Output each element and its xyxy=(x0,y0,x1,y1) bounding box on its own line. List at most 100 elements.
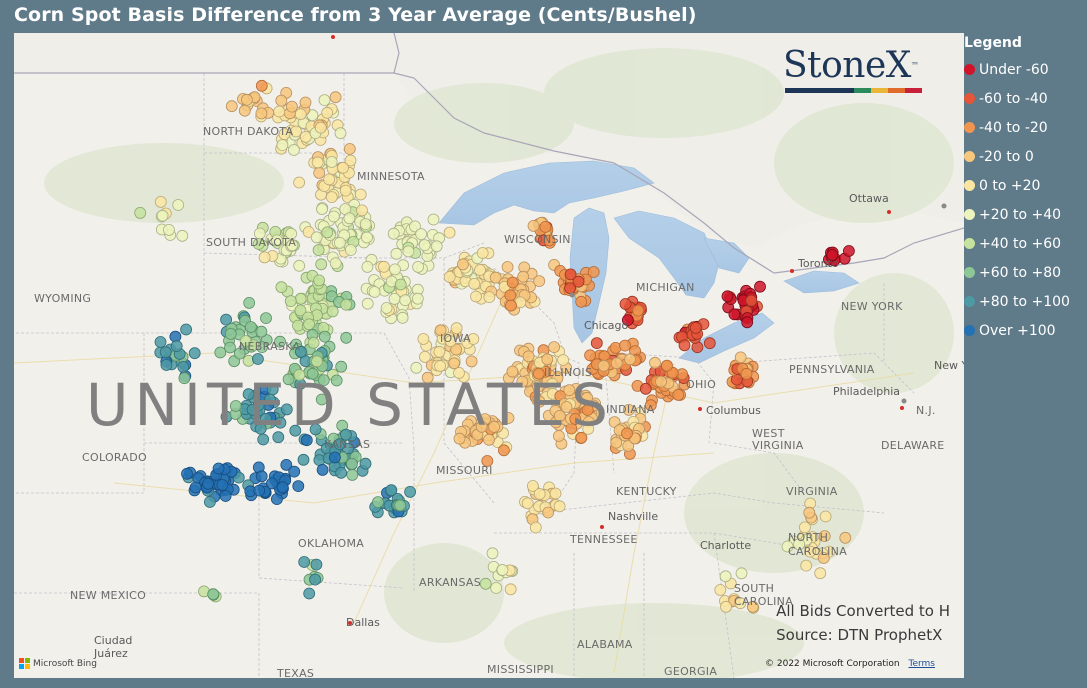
bid-point xyxy=(180,323,193,336)
legend-item[interactable]: 0 to +20 xyxy=(964,171,1087,200)
bid-point xyxy=(433,345,446,358)
state-label: OKLAHOMA xyxy=(298,537,365,550)
bid-point xyxy=(412,260,425,273)
state-label: WYOMING xyxy=(34,292,92,305)
bid-point xyxy=(483,433,495,446)
bid-point xyxy=(329,257,342,270)
state-label: N.J. xyxy=(916,404,936,417)
legend-item[interactable]: -40 to -20 xyxy=(964,113,1087,142)
bid-point xyxy=(734,597,747,610)
legend-items: Under -60 -60 to -40 -40 to -20 -20 to 0 0 t… xyxy=(964,55,1087,345)
legend-item[interactable]: -20 to 0 xyxy=(964,142,1087,171)
bid-point xyxy=(734,351,747,364)
microsoft-logo-icon xyxy=(19,658,30,669)
map-canvas[interactable] xyxy=(14,33,964,678)
bid-point xyxy=(178,372,191,385)
bid-point xyxy=(622,314,634,327)
bid-point xyxy=(326,305,339,318)
bid-point xyxy=(345,457,358,470)
bid-point xyxy=(162,223,175,236)
legend: Legend Under -60 -60 to -40 -40 to -20 -20 … xyxy=(964,35,1087,345)
bid-point xyxy=(294,292,307,305)
bid-point xyxy=(719,570,732,583)
bid-point xyxy=(489,271,502,284)
bid-point xyxy=(282,373,295,386)
bid-point xyxy=(421,371,434,384)
bid-point xyxy=(361,260,374,273)
bing-attribution: Microsoft Bing xyxy=(19,658,97,669)
legend-title: Legend xyxy=(964,35,1022,51)
legend-item[interactable]: Over +100 xyxy=(964,316,1087,345)
bid-point xyxy=(533,488,546,500)
bid-point xyxy=(289,424,302,437)
city-label: Chicago xyxy=(584,319,629,332)
bid-point xyxy=(253,484,266,497)
bid-point xyxy=(220,313,233,326)
legend-item[interactable]: -60 to -40 xyxy=(964,84,1087,113)
bid-point xyxy=(818,530,831,543)
legend-item[interactable]: +40 to +60 xyxy=(964,229,1087,258)
state-label: MISSOURI xyxy=(436,464,493,477)
bid-point xyxy=(521,497,534,510)
bid-point xyxy=(504,289,517,302)
legend-item[interactable]: +20 to +40 xyxy=(964,200,1087,229)
state-label: NEW MEXICO xyxy=(70,589,147,602)
bid-point xyxy=(293,369,306,381)
bid-point xyxy=(252,238,265,250)
bid-point xyxy=(388,292,401,305)
map[interactable]: UNITED STATES NORTH DAKOTA SOUTH DAKOTA … xyxy=(14,33,964,678)
bid-point xyxy=(303,318,316,331)
bid-point xyxy=(387,227,400,240)
bid-point xyxy=(826,248,839,261)
bid-point xyxy=(597,359,610,372)
legend-label: +40 to +60 xyxy=(979,235,1062,252)
bid-point xyxy=(740,367,753,380)
bid-point xyxy=(275,281,288,294)
bid-point xyxy=(276,481,289,494)
bid-point xyxy=(316,463,329,476)
bid-point xyxy=(411,292,424,305)
bid-point xyxy=(203,496,216,508)
bid-point xyxy=(496,564,509,576)
bid-point xyxy=(255,107,268,120)
lake-superior xyxy=(438,160,655,226)
bid-point xyxy=(522,350,535,363)
legend-item[interactable]: Under -60 xyxy=(964,55,1087,84)
bid-point xyxy=(273,105,286,118)
bid-point xyxy=(399,294,412,307)
legend-swatch-icon xyxy=(964,238,975,249)
bid-point xyxy=(361,297,374,310)
state-label: ALABAMA xyxy=(577,638,633,651)
bid-point xyxy=(754,280,766,293)
bid-point xyxy=(529,521,542,534)
legend-swatch-icon xyxy=(964,267,975,278)
state-label: NEBRASKA xyxy=(239,340,301,353)
state-label: NEW YORK xyxy=(841,300,903,313)
city-label: Ciudad Juárez xyxy=(94,634,133,660)
bid-point xyxy=(624,353,636,366)
bid-point xyxy=(572,275,585,288)
bid-point xyxy=(504,583,517,596)
terms-link[interactable]: Terms xyxy=(908,659,935,669)
bid-point xyxy=(380,302,393,314)
basis-points xyxy=(134,79,855,614)
city-label: Dallas xyxy=(346,616,380,629)
bid-point xyxy=(298,556,311,568)
bid-point xyxy=(564,268,577,281)
legend-item[interactable]: +60 to +80 xyxy=(964,258,1087,287)
city-label: Ottawa xyxy=(849,192,889,205)
bid-point xyxy=(293,259,306,272)
logo-color-bar xyxy=(785,88,922,93)
city-label: Nashville xyxy=(608,510,659,523)
state-label: KANSAS xyxy=(324,438,371,451)
bid-point xyxy=(274,335,286,348)
bid-point xyxy=(317,374,330,387)
bid-point xyxy=(410,361,423,374)
legend-item[interactable]: +80 to +100 xyxy=(964,287,1087,316)
state-label: NORTH CAROLINA xyxy=(788,531,848,558)
bid-point xyxy=(619,339,631,352)
logo-bar-segment xyxy=(785,88,854,93)
logo-bar-segment xyxy=(853,88,871,93)
state-label: TEXAS xyxy=(277,667,315,678)
bid-point xyxy=(294,345,307,358)
